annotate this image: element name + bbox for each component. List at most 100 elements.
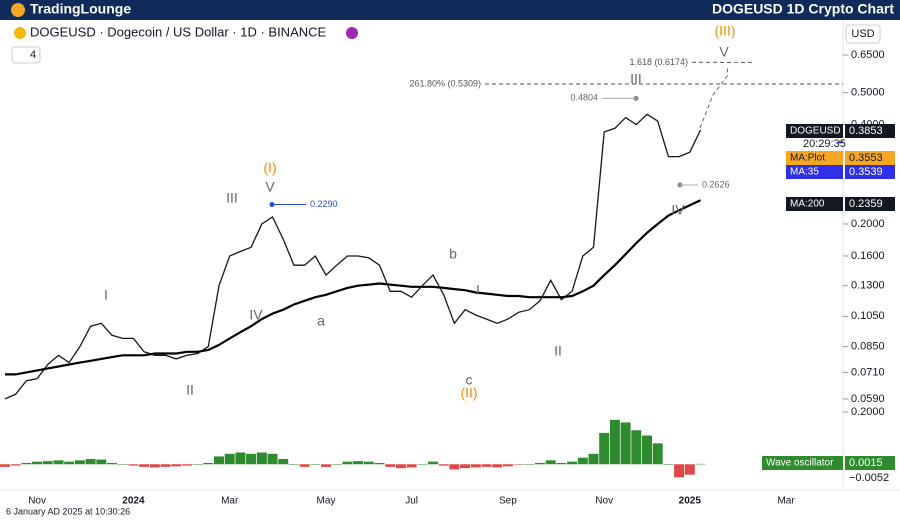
- oscillator-bar: [642, 435, 652, 465]
- oscillator-bar: [64, 461, 75, 465]
- timestamp: 6 January AD 2025 at 10:30:26: [6, 506, 130, 516]
- oscillator-bar: [470, 464, 481, 468]
- x-tick-label: Mar: [221, 496, 239, 507]
- wave-label: II: [186, 382, 194, 398]
- oscillator-bar: [556, 462, 567, 465]
- oscillator-bar: [620, 422, 631, 465]
- badge-value: 0.2359: [849, 198, 883, 210]
- point-label: 0.2290: [310, 199, 338, 209]
- oscillator-bar: [353, 461, 364, 465]
- oscillator-bar: [53, 460, 64, 465]
- oscillator-bar: [214, 456, 224, 465]
- oscillator-bar: [10, 464, 21, 466]
- wave-label: (I): [263, 160, 276, 176]
- price-line: [4, 113, 702, 400]
- x-tick-label: Nov: [595, 496, 613, 507]
- badge-value: 0.3553: [849, 152, 883, 164]
- wave-label: III: [630, 71, 642, 87]
- oscillator-bar: [235, 452, 246, 465]
- oscillator-value: 0.0015: [849, 457, 883, 469]
- oscillator-bar: [417, 464, 428, 465]
- oscillator-bar: [246, 453, 257, 465]
- oscillator-bar: [256, 452, 267, 465]
- badge-name: MA:Plot: [790, 153, 825, 164]
- indicator-toggle[interactable]: [11, 46, 41, 64]
- wave-label: IV: [671, 202, 685, 218]
- oscillator-bar: [139, 464, 150, 467]
- oscillator-bar: [331, 464, 342, 465]
- oscillator-bar: [160, 464, 171, 467]
- badge-name: MA:35: [790, 167, 819, 178]
- x-tick-label: Jul: [405, 496, 418, 507]
- point-label: 0.4804: [570, 93, 598, 103]
- wave-label: I: [104, 287, 108, 303]
- oscillator-bar: [695, 463, 706, 465]
- oscillator-name: Wave oscillator: [766, 458, 834, 469]
- oscillator-badge: [845, 456, 895, 470]
- oscillator-bar: [149, 464, 160, 468]
- exchange-icon: [346, 27, 358, 39]
- price-badge: [845, 165, 895, 179]
- oscillator-bar: [513, 464, 524, 465]
- y-tick-label: 0.2000: [851, 218, 885, 230]
- oscillator-bar: [107, 462, 117, 465]
- oscillator-bar: [395, 464, 406, 469]
- oscillator-bar: [577, 457, 588, 465]
- oscillator-bar: [406, 464, 417, 468]
- y-tick-label: 0.0590: [851, 393, 885, 405]
- y-tick-label: 0.1600: [851, 250, 885, 262]
- currency-button[interactable]: [845, 24, 881, 44]
- oscillator-low: −0.0052: [849, 472, 889, 484]
- x-tick-label: Sep: [499, 496, 517, 507]
- wave-label: V: [265, 179, 275, 195]
- wave-label: a: [317, 313, 325, 329]
- projection: [699, 65, 729, 129]
- oscillator-bar: [631, 430, 642, 465]
- price-badge: [786, 197, 843, 211]
- oscillator-bar: [545, 460, 556, 465]
- oscillator-bar: [674, 464, 685, 478]
- oscillator-bar: [428, 461, 438, 465]
- oscillator-bar: [385, 464, 396, 467]
- oscillator-bar: [502, 464, 513, 467]
- wave-label: (III): [715, 23, 736, 39]
- oscillator-bar: [278, 459, 289, 465]
- oscillator-bar: [524, 464, 535, 465]
- oscillator-bar: [599, 432, 610, 465]
- price-badge: [845, 124, 895, 138]
- fib-label: 261.80% (0.5309): [409, 78, 481, 88]
- oscillator-bar: [609, 419, 620, 465]
- oscillator-bar: [96, 459, 107, 465]
- y-tick-label: 0.1050: [851, 310, 885, 322]
- y-tick-label: 0.1300: [851, 280, 885, 292]
- oscillator-bar: [567, 461, 578, 465]
- oscillator-bar: [128, 464, 139, 466]
- oscillator-bar: [460, 464, 471, 469]
- oscillator-bar: [0, 464, 10, 467]
- oscillator-bar: [21, 462, 32, 465]
- oscillator-bar: [117, 464, 128, 465]
- oscillator-bar: [481, 464, 492, 467]
- badge-value: 0.3853: [849, 125, 883, 137]
- price-badge: [845, 197, 895, 211]
- wave-label: IV: [249, 307, 263, 323]
- y-tick-label: 0.5000: [851, 87, 885, 99]
- oscillator-bar: [652, 443, 663, 465]
- oscillator-bar: [74, 460, 85, 465]
- badge-name: DOGEUSD: [790, 126, 841, 137]
- price-badge: [845, 151, 895, 165]
- oscillator-bar: [684, 464, 695, 475]
- logo-icon: [11, 3, 25, 17]
- y-tick-label: 0.2000: [851, 406, 885, 418]
- x-tick-label: May: [317, 496, 336, 507]
- oscillator-bar: [535, 462, 545, 465]
- oscillator-bar: [288, 464, 299, 465]
- point-label: 0.2626: [702, 179, 730, 189]
- badge-value: 0.3539: [849, 166, 883, 178]
- indicator-count: 4: [30, 49, 36, 61]
- countdown: 20:29:35: [803, 138, 846, 150]
- oscillator-bar: [32, 461, 43, 465]
- price-badge: [786, 124, 843, 138]
- oscillator-badge: [845, 471, 895, 485]
